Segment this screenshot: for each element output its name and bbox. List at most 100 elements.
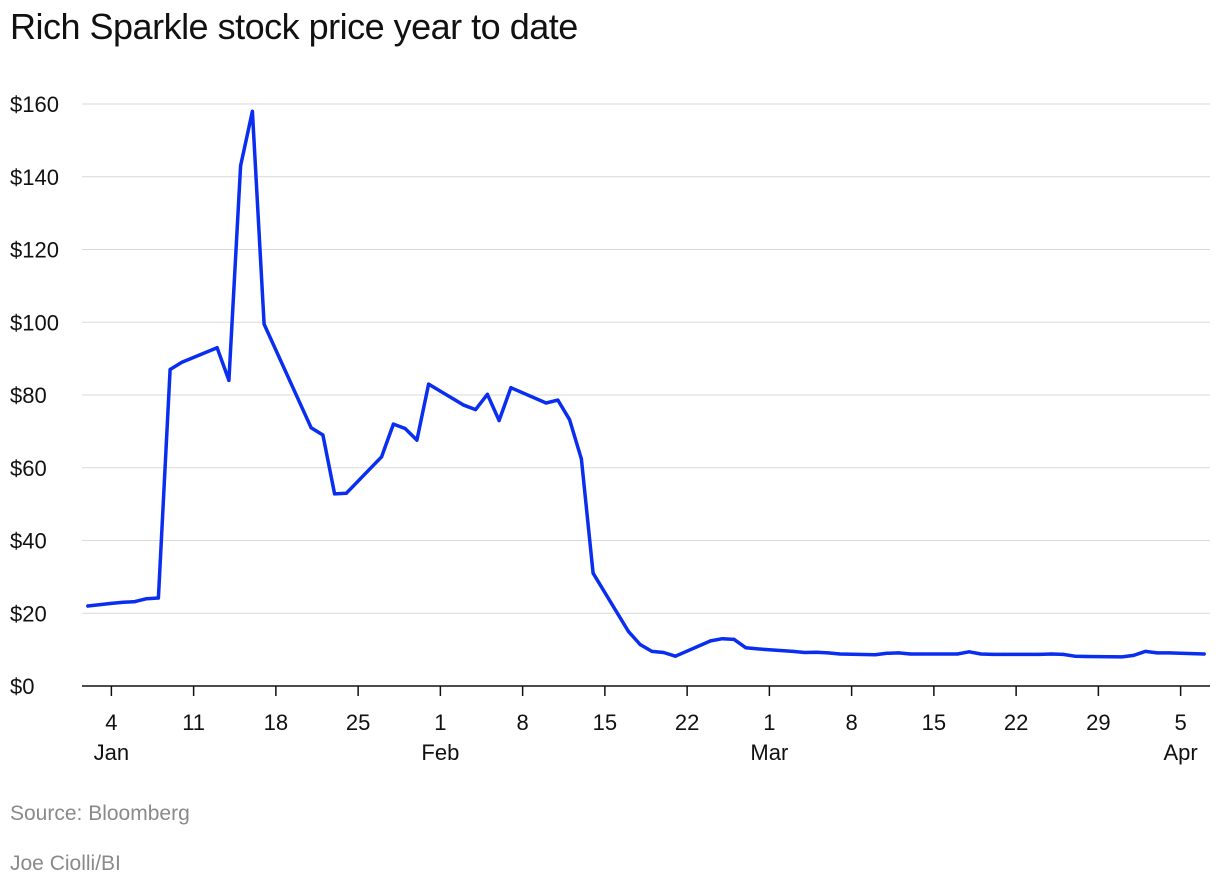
data-point-5: [156, 596, 160, 600]
data-point-13: [309, 426, 313, 430]
data-point-2: [121, 600, 125, 604]
data-point-42: [791, 649, 795, 654]
y-tick-label-120: $120: [10, 238, 59, 263]
data-point-55: [991, 652, 995, 657]
data-point-57: [1038, 652, 1042, 657]
source-note: Source: Bloomberg: [10, 802, 190, 825]
data-point-20: [415, 438, 419, 442]
data-point-52: [955, 652, 960, 656]
data-point-21: [427, 382, 431, 386]
data-point-61: [1085, 654, 1089, 659]
data-point-32: [626, 629, 631, 634]
data-point-46: [838, 652, 842, 656]
data-point-58: [1049, 652, 1053, 656]
data-point-67: [1202, 652, 1206, 656]
x-month-label-jan: Jan: [94, 740, 129, 765]
x-tick-label-1: 11: [182, 710, 205, 735]
data-point-31: [591, 571, 595, 575]
data-point-8: [215, 346, 219, 350]
data-point-64: [1143, 649, 1147, 654]
credit-note: Joe Ciolli/BI: [10, 852, 121, 875]
gridlines: [82, 103, 1210, 614]
data-point-51: [920, 652, 924, 656]
data-point-53: [967, 650, 971, 654]
data-point-33: [638, 642, 642, 647]
data-point-48: [885, 651, 889, 655]
data-point-41: [756, 647, 760, 651]
data-point-35: [662, 650, 666, 655]
data-point-56: [1002, 652, 1007, 657]
data-point-40: [744, 646, 748, 650]
data-point-24: [485, 392, 489, 396]
x-axis: 4 Jan 11 18 25 1 Feb 8 15 22 1 Mar 8 15 22 29 5 Apr: [82, 685, 1210, 765]
data-point-9: [227, 378, 231, 382]
y-tick-label-60: $60: [10, 456, 47, 481]
x-tick-label-12: 29: [1086, 710, 1110, 735]
data-point-34: [650, 649, 654, 654]
data-point-27: [544, 401, 548, 405]
series-line-0: [86, 109, 1206, 659]
y-axis: $0 $20 $40 $60 $80 $100 $120 $140 $160: [10, 92, 59, 699]
data-point-10: [239, 164, 243, 168]
x-month-label-feb: Feb: [421, 740, 459, 765]
chart-title: Rich Sparkle stock price year to date: [10, 6, 578, 47]
x-tick-label-10: 15: [922, 710, 946, 735]
y-tick-label-160: $160: [10, 92, 59, 117]
y-tick-label-20: $20: [10, 601, 47, 626]
y-tick-label-40: $40: [10, 529, 47, 554]
data-point-19: [403, 426, 407, 431]
x-month-label-apr: Apr: [1164, 740, 1198, 765]
data-point-45: [826, 651, 830, 655]
data-point-59: [1061, 652, 1065, 657]
data-point-65: [1155, 651, 1159, 655]
y-tick-label-140: $140: [10, 165, 59, 190]
x-tick-label-11: 22: [1004, 710, 1028, 735]
x-month-label-mar: Mar: [750, 740, 788, 765]
data-point-36: [673, 654, 678, 658]
data-point-49: [897, 651, 901, 655]
data-point-14: [321, 433, 325, 437]
x-tick-label-13: 5: [1175, 710, 1187, 735]
series-group: [86, 109, 1206, 659]
data-point-23: [474, 408, 478, 412]
data-point-28: [556, 398, 560, 402]
data-point-38: [720, 637, 725, 641]
data-point-47: [873, 653, 877, 657]
data-point-11: [250, 109, 254, 113]
data-point-43: [803, 650, 807, 655]
data-point-30: [579, 457, 584, 461]
data-point-66: [1167, 651, 1171, 655]
data-point-39: [732, 637, 736, 642]
data-point-22: [462, 403, 466, 407]
data-point-25: [497, 418, 501, 423]
x-tick-label-2: 18: [264, 710, 288, 735]
data-point-29: [568, 418, 572, 422]
data-point-0: [86, 604, 90, 608]
x-tick-label-7: 22: [675, 710, 699, 735]
data-point-26: [509, 386, 513, 390]
data-point-50: [908, 652, 913, 656]
data-point-12: [262, 322, 266, 326]
y-tick-label-80: $80: [10, 383, 47, 408]
data-point-60: [1073, 654, 1077, 658]
data-point-54: [979, 652, 983, 656]
x-tick-label-3: 25: [346, 710, 370, 735]
data-point-18: [391, 422, 395, 426]
y-tick-label-100: $100: [10, 310, 59, 335]
data-point-37: [709, 639, 713, 643]
x-tick-label-4: 1: [434, 710, 446, 735]
data-point-4: [145, 597, 149, 601]
x-tick-label-0: 4: [105, 710, 117, 735]
y-tick-label-0: $0: [10, 674, 34, 699]
data-point-7: [180, 360, 184, 364]
data-point-1: [109, 601, 113, 606]
x-tick-label-5: 8: [517, 710, 529, 735]
data-point-62: [1120, 655, 1124, 659]
data-point-16: [344, 491, 348, 495]
data-point-17: [380, 455, 384, 459]
data-point-15: [333, 492, 337, 496]
data-point-63: [1132, 653, 1136, 658]
x-tick-label-9: 8: [846, 710, 858, 735]
x-tick-label-8: 1: [763, 710, 775, 735]
